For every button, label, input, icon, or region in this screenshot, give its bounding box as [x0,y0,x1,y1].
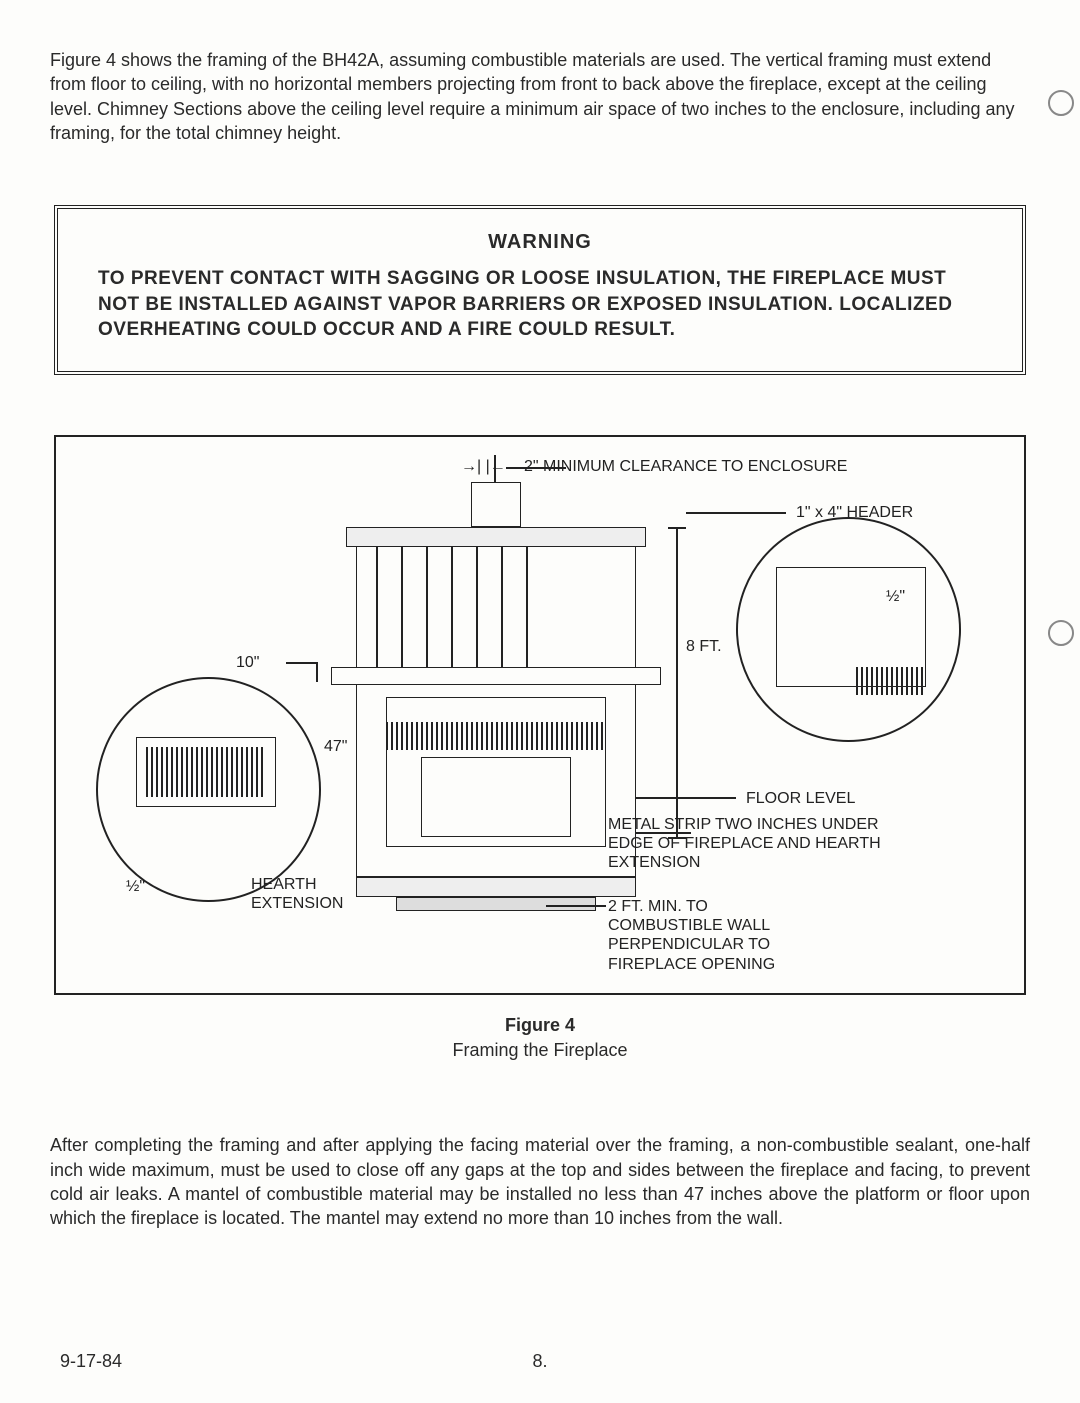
page-footer: 9-17-84 8. [50,1351,1030,1372]
label-half-inch-right: ½" [886,587,905,606]
figure-title: Framing the Fireplace [452,1040,627,1060]
footer-date: 9-17-84 [60,1351,122,1372]
hole-punch-icon [1048,90,1074,116]
warning-title: WARNING [90,231,990,254]
label-header: 1" x 4" HEADER [796,503,913,522]
label-hearth-ext: HEARTH EXTENSION [251,875,343,913]
top-header [346,527,646,547]
hole-punch-icon [1048,620,1074,646]
arrow-icon: →| |← [461,457,506,476]
label-clearance: 2" MINIMUM CLEARANCE TO ENCLOSURE [524,457,847,476]
warning-box: WARNING TO PREVENT CONTACT WITH SAGGING … [54,205,1026,375]
document-page: Figure 4 shows the framing of the BH42A,… [0,0,1080,1403]
label-ten-in: 10" [236,653,259,672]
label-half-inch-left: ½" [126,877,145,896]
chimney-stub [471,482,521,527]
label-eight-ft: 8 FT. [686,637,722,656]
label-fortyseven: 47" [324,737,347,756]
firebox-opening [421,757,571,837]
label-floor-level: FLOOR LEVEL [746,789,855,808]
intro-paragraph: Figure 4 shows the framing of the BH42A,… [50,48,1030,145]
figure-caption: Figure 4 Framing the Fireplace [50,1013,1030,1063]
mantel-shelf [331,667,661,685]
hearth-base [356,877,636,897]
figure-diagram: 2" MINIMUM CLEARANCE TO ENCLOSURE 1" x 4… [54,435,1026,995]
label-two-ft-min: 2 FT. MIN. TO COMBUSTIBLE WALL PERPENDIC… [608,897,775,974]
hearth-extension-shape [396,897,596,911]
warning-body: TO PREVENT CONTACT WITH SAGGING OR LOOSE… [90,266,990,343]
after-paragraph: After completing the framing and after a… [50,1133,1030,1230]
figure-number: Figure 4 [50,1013,1030,1038]
footer-page-number: 8. [532,1351,547,1372]
label-metal-strip: METAL STRIP TWO INCHES UNDER EDGE OF FIR… [608,815,881,873]
